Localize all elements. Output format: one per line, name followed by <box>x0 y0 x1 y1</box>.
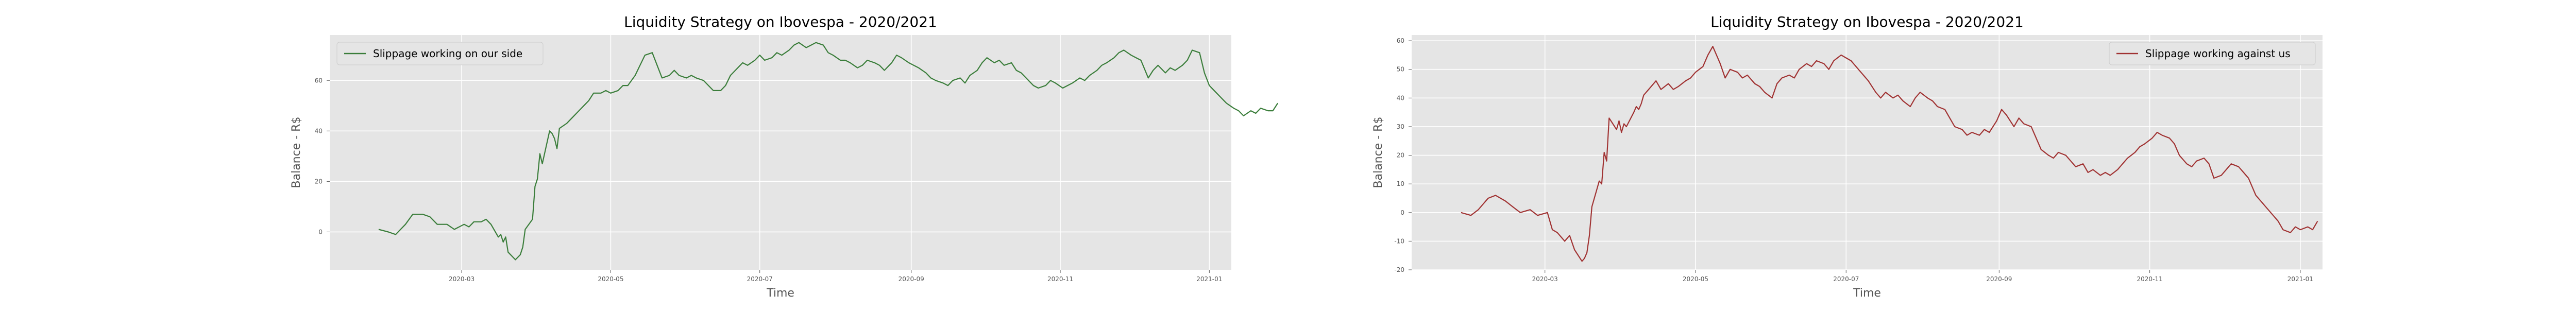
y-tick-label: 50 <box>1397 66 1404 73</box>
y-tick-label: 20 <box>315 178 323 185</box>
y-axis-label: Balance - R$ <box>1372 117 1385 188</box>
y-tick-label: -10 <box>1394 237 1404 245</box>
x-tick-label: 2020-07 <box>1833 275 1859 283</box>
x-tick-label: 2020-05 <box>598 275 623 283</box>
chart-2: -20 -10 0 10 20 30 40 50 60 2020-03 2020-05 2020-07… <box>1372 13 2323 300</box>
y-tick-label: 60 <box>1397 37 1404 44</box>
legend-label: Slippage working on our side <box>373 47 522 60</box>
x-axis-label: Time <box>766 287 794 300</box>
x-tick-label: 2020-03 <box>449 275 474 283</box>
y-tick-label: 0 <box>1400 209 1404 216</box>
x-tick-label: 2020-05 <box>1683 275 1708 283</box>
y-tick-label: 30 <box>1397 123 1404 130</box>
x-tick-label: 2020-09 <box>899 275 924 283</box>
x-tick-label: 2020-03 <box>1532 275 1558 283</box>
legend: Slippage working against us <box>2109 42 2316 65</box>
plot-background <box>330 35 1231 270</box>
legend-box <box>2109 42 2316 65</box>
x-axis-label: Time <box>1853 287 1881 300</box>
x-tick-label: 2021-01 <box>2287 275 2313 283</box>
y-tick-label: -20 <box>1394 266 1404 273</box>
y-tick-label: 10 <box>1397 180 1404 187</box>
chart-1: 0 20 40 60 2020-03 2020-05 2020-07 2020-09 2020-… <box>290 13 1279 300</box>
chart-title: Liquidity Strategy on Ibovespa - 2020/20… <box>624 13 937 30</box>
legend: Slippage working on our side <box>336 42 544 65</box>
series-line-1 <box>1461 46 2318 262</box>
legend-box <box>336 42 544 65</box>
x-tick-label: 2021-01 <box>1196 275 1222 283</box>
y-tick-label: 20 <box>1397 152 1404 159</box>
y-tick-label: 40 <box>315 127 323 134</box>
x-tick-label: 2020-11 <box>1047 275 1073 283</box>
y-tick-label: 40 <box>1397 94 1404 101</box>
y-axis-label: Balance - R$ <box>290 117 303 188</box>
y-tick-label: 60 <box>315 77 323 84</box>
series-line-1 <box>378 42 1279 261</box>
chart-title: Liquidity Strategy on Ibovespa - 2020/20… <box>1710 13 2024 30</box>
y-tick-label: 0 <box>318 228 323 235</box>
x-tick-label: 2020-07 <box>747 275 773 283</box>
x-tick-label: 2020-11 <box>2137 275 2163 283</box>
plot-background <box>1412 35 2323 270</box>
legend-label: Slippage working against us <box>2145 47 2291 60</box>
x-tick-label: 2020-09 <box>1986 275 2012 283</box>
